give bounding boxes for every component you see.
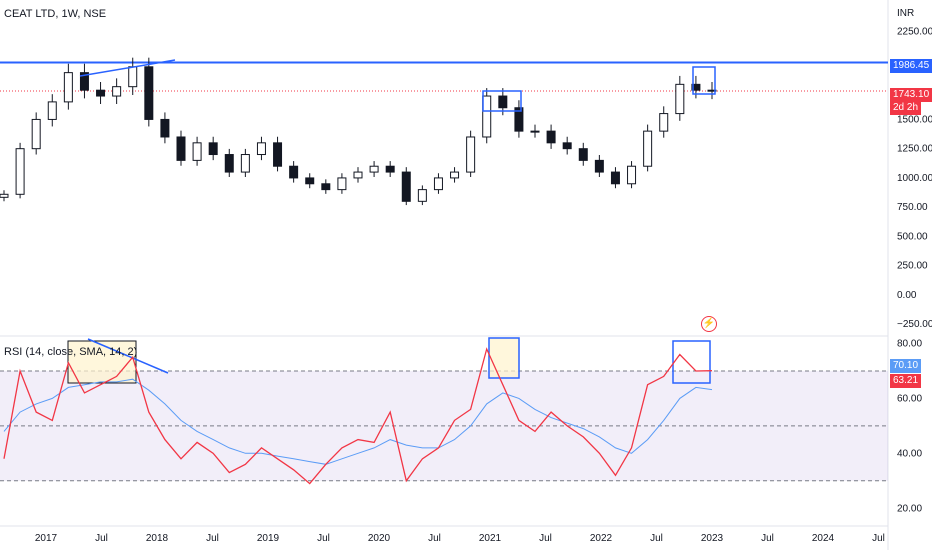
- candle-body: [96, 89, 106, 97]
- time-tick-label: 2023: [701, 533, 724, 544]
- countdown-tag: 2d 2h: [890, 101, 922, 115]
- candle-body: [63, 72, 73, 103]
- time-tick-label: 2021: [479, 533, 502, 544]
- candle-body: [610, 171, 620, 185]
- rsi-tick-label: 80.00: [897, 338, 922, 349]
- candle-body: [256, 142, 266, 156]
- price-tick-label: 500.00: [897, 231, 928, 242]
- price-tick-label: 1000.00: [897, 173, 932, 184]
- time-tick-label: Jul: [650, 533, 663, 544]
- time-tick-label: Jul: [428, 533, 441, 544]
- price-tick-label: −250.00: [897, 319, 932, 330]
- price-tick-label: 2250.00: [897, 27, 932, 38]
- candle-body: [562, 142, 572, 150]
- candle-body: [401, 171, 411, 202]
- rsi-label: RSI (14, close, SMA, 14, 2): [4, 346, 138, 358]
- candle-body: [128, 66, 138, 88]
- time-tick-label: Jul: [761, 533, 774, 544]
- candle-body: [160, 118, 170, 138]
- rsi-highlight-2017: [67, 340, 137, 384]
- rsi-value-tag: 63.21: [890, 374, 922, 388]
- candle-body: [417, 189, 427, 202]
- time-tick-label: Jul: [539, 533, 552, 544]
- trendline-2017: [79, 59, 176, 77]
- price-tick-label: 1250.00: [897, 144, 932, 155]
- rsi-tick-label: 20.00: [897, 503, 922, 514]
- candle-body: [450, 171, 460, 179]
- candle-body: [594, 159, 604, 173]
- candle-body: [385, 165, 395, 173]
- candle-body: [289, 165, 299, 179]
- candle-body: [144, 66, 154, 120]
- candle-body: [466, 136, 476, 173]
- candle-body: [546, 130, 556, 144]
- time-tick-label: 2018: [146, 533, 169, 544]
- candle-body: [208, 142, 218, 156]
- price-tick-label: 1500.00: [897, 114, 932, 125]
- time-tick-label: 2024: [812, 533, 835, 544]
- rsi-divergence-line: [87, 338, 169, 374]
- candle-body: [578, 148, 588, 161]
- candle-body: [498, 95, 508, 109]
- rsi-tick-label: 40.00: [897, 448, 922, 459]
- lightning-icon[interactable]: ⚡: [701, 316, 717, 332]
- time-tick-label: Jul: [872, 533, 885, 544]
- candle-body: [79, 72, 89, 91]
- candle-body: [707, 89, 717, 92]
- time-tick-label: 2020: [368, 533, 391, 544]
- candle-body: [224, 154, 234, 173]
- candle-body: [192, 142, 202, 161]
- rsi-ma-value-tag: 70.10: [890, 359, 922, 373]
- highlight-box-2021: [482, 90, 522, 112]
- currency-label: INR: [897, 8, 915, 19]
- price-tick-label: 750.00: [897, 202, 928, 213]
- time-tick-label: Jul: [206, 533, 219, 544]
- candle-body: [514, 107, 524, 132]
- time-tick-label: Jul: [95, 533, 108, 544]
- candle-body: [321, 183, 331, 191]
- highlight-box-2022: [692, 66, 716, 95]
- candle-body: [691, 83, 701, 91]
- resistance-price-tag: 1986.45: [890, 59, 932, 73]
- candle-body: [176, 136, 186, 161]
- rsi-highlight-2022: [672, 340, 711, 384]
- candle-body: [112, 86, 122, 97]
- candle-body: [482, 95, 492, 138]
- rsi-line: [3, 347, 713, 485]
- rsi-ma-line: [3, 378, 713, 465]
- candle-body: [337, 177, 347, 191]
- candle-body: [627, 165, 637, 185]
- candle-body: [47, 101, 57, 120]
- candle-body: [273, 142, 283, 167]
- price-tick-label: 0.00: [897, 290, 917, 301]
- candle-body: [353, 171, 363, 179]
- rsi-tick-label: 60.00: [897, 393, 922, 404]
- time-tick-label: 2017: [35, 533, 58, 544]
- price-tick-label: 250.00: [897, 261, 928, 272]
- last-price-tag: 1743.10: [890, 88, 932, 102]
- candle-body: [240, 154, 250, 173]
- time-tick-label: Jul: [317, 533, 330, 544]
- symbol-title: CEAT LTD, 1W, NSE: [4, 8, 107, 20]
- candle-body: [433, 177, 443, 191]
- candle-body: [15, 148, 25, 195]
- candle-body: [31, 118, 41, 150]
- candle-body: [643, 130, 653, 167]
- time-tick-label: 2022: [590, 533, 613, 544]
- time-tick-label: 2019: [257, 533, 280, 544]
- candle-body: [369, 165, 379, 173]
- candle-body: [0, 193, 9, 198]
- candle-body: [305, 177, 315, 185]
- candle-body: [530, 130, 540, 133]
- candle-body: [659, 113, 669, 132]
- candle-body: [675, 83, 685, 115]
- rsi-highlight-2021: [488, 337, 520, 379]
